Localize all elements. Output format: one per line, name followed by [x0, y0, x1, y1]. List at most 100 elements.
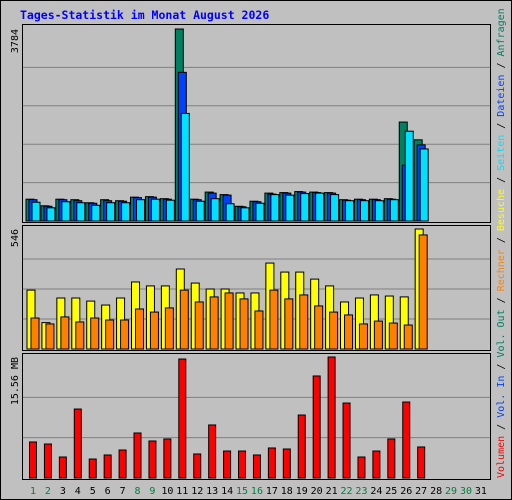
x-tick-label: 20 — [311, 486, 323, 497]
x-tick-label: 23 — [355, 486, 367, 497]
bar — [193, 453, 202, 479]
x-tick-label: 1 — [30, 486, 36, 497]
legend: Volumen / Vol. In / Vol. Out / Rechner /… — [496, 8, 507, 478]
legend-entry: Besuche — [496, 189, 507, 231]
x-tick-label: 17 — [266, 486, 278, 497]
bar — [267, 447, 276, 479]
bar — [358, 323, 368, 350]
bar — [180, 112, 190, 222]
legend-entry: Anfragen — [496, 8, 507, 56]
bar — [344, 314, 354, 350]
bar — [300, 193, 310, 222]
bar — [387, 438, 396, 479]
bar — [312, 375, 321, 479]
y-tick-label: 546 — [10, 229, 21, 247]
bar — [210, 198, 220, 222]
x-tick-label: 15 — [236, 486, 248, 497]
x-tick-label: 30 — [460, 486, 472, 497]
bar — [178, 358, 187, 479]
bar — [255, 202, 265, 222]
bar — [299, 294, 309, 350]
legend-separator: / — [496, 418, 507, 436]
bar — [327, 356, 336, 479]
bar — [76, 202, 86, 222]
bar — [225, 203, 235, 222]
bar — [60, 316, 70, 350]
x-tick-label: 7 — [120, 486, 126, 497]
legend-separator: / — [496, 358, 507, 376]
bar — [417, 446, 426, 479]
x-tick-label: 19 — [296, 486, 308, 497]
bar — [73, 408, 82, 479]
x-tick-label: 28 — [430, 486, 442, 497]
x-tick-label: 26 — [400, 486, 412, 497]
bar — [330, 194, 340, 222]
bar — [282, 448, 291, 479]
legend-separator: / — [496, 291, 507, 309]
bar — [120, 319, 130, 350]
x-tick-label: 27 — [415, 486, 427, 497]
bar — [419, 148, 429, 222]
bar — [91, 204, 101, 222]
bar — [88, 458, 97, 479]
bar — [315, 192, 325, 222]
legend-entry: Volumen — [496, 436, 507, 478]
bar — [103, 454, 112, 479]
bar — [105, 319, 115, 350]
x-tick-label: 18 — [281, 486, 293, 497]
bar — [90, 317, 100, 350]
bar — [31, 201, 41, 222]
y-tick-label: 15.56 MB — [10, 357, 21, 405]
bar — [372, 450, 381, 479]
bar — [46, 207, 56, 222]
x-tick-label: 10 — [161, 486, 173, 497]
legend-separator: / — [496, 117, 507, 135]
bar — [136, 199, 146, 222]
bar — [359, 200, 369, 222]
bar — [314, 305, 324, 350]
legend-entry: Dateien — [496, 75, 507, 117]
y-tick-label: 3784 — [10, 29, 21, 53]
bar — [285, 194, 295, 222]
bar — [345, 200, 355, 222]
bar — [194, 301, 204, 350]
bar — [133, 432, 142, 479]
bar — [121, 202, 131, 222]
bar — [43, 443, 52, 479]
x-tick-label: 5 — [90, 486, 96, 497]
bar — [224, 292, 234, 350]
bar — [389, 199, 399, 222]
bar — [284, 298, 294, 350]
x-tick-label: 29 — [445, 486, 457, 497]
x-tick-label: 25 — [385, 486, 397, 497]
bar — [106, 202, 116, 222]
bar — [165, 199, 175, 222]
bar — [238, 450, 247, 479]
bar — [148, 440, 157, 479]
bar — [388, 322, 398, 350]
x-tick-label: 14 — [221, 486, 233, 497]
bar — [118, 449, 127, 479]
x-tick-label: 13 — [206, 486, 218, 497]
bar — [342, 402, 351, 479]
x-tick-label: 22 — [341, 486, 353, 497]
bar — [135, 308, 145, 350]
bar — [150, 198, 160, 222]
legend-separator: / — [496, 56, 507, 74]
bar — [61, 201, 71, 222]
x-tick-label: 4 — [75, 486, 81, 497]
legend-entry: Vol. Out — [496, 309, 507, 357]
bar — [254, 310, 264, 350]
x-tick-label: 9 — [149, 486, 155, 497]
bar — [357, 456, 366, 479]
bar — [270, 194, 280, 222]
bar — [269, 289, 279, 350]
x-tick-label: 12 — [191, 486, 203, 497]
x-tick-label: 6 — [105, 486, 111, 497]
legend-entry: Vol. In — [496, 376, 507, 418]
bar — [418, 234, 428, 350]
bar — [149, 311, 159, 350]
bar — [163, 438, 172, 479]
bar — [75, 321, 85, 350]
